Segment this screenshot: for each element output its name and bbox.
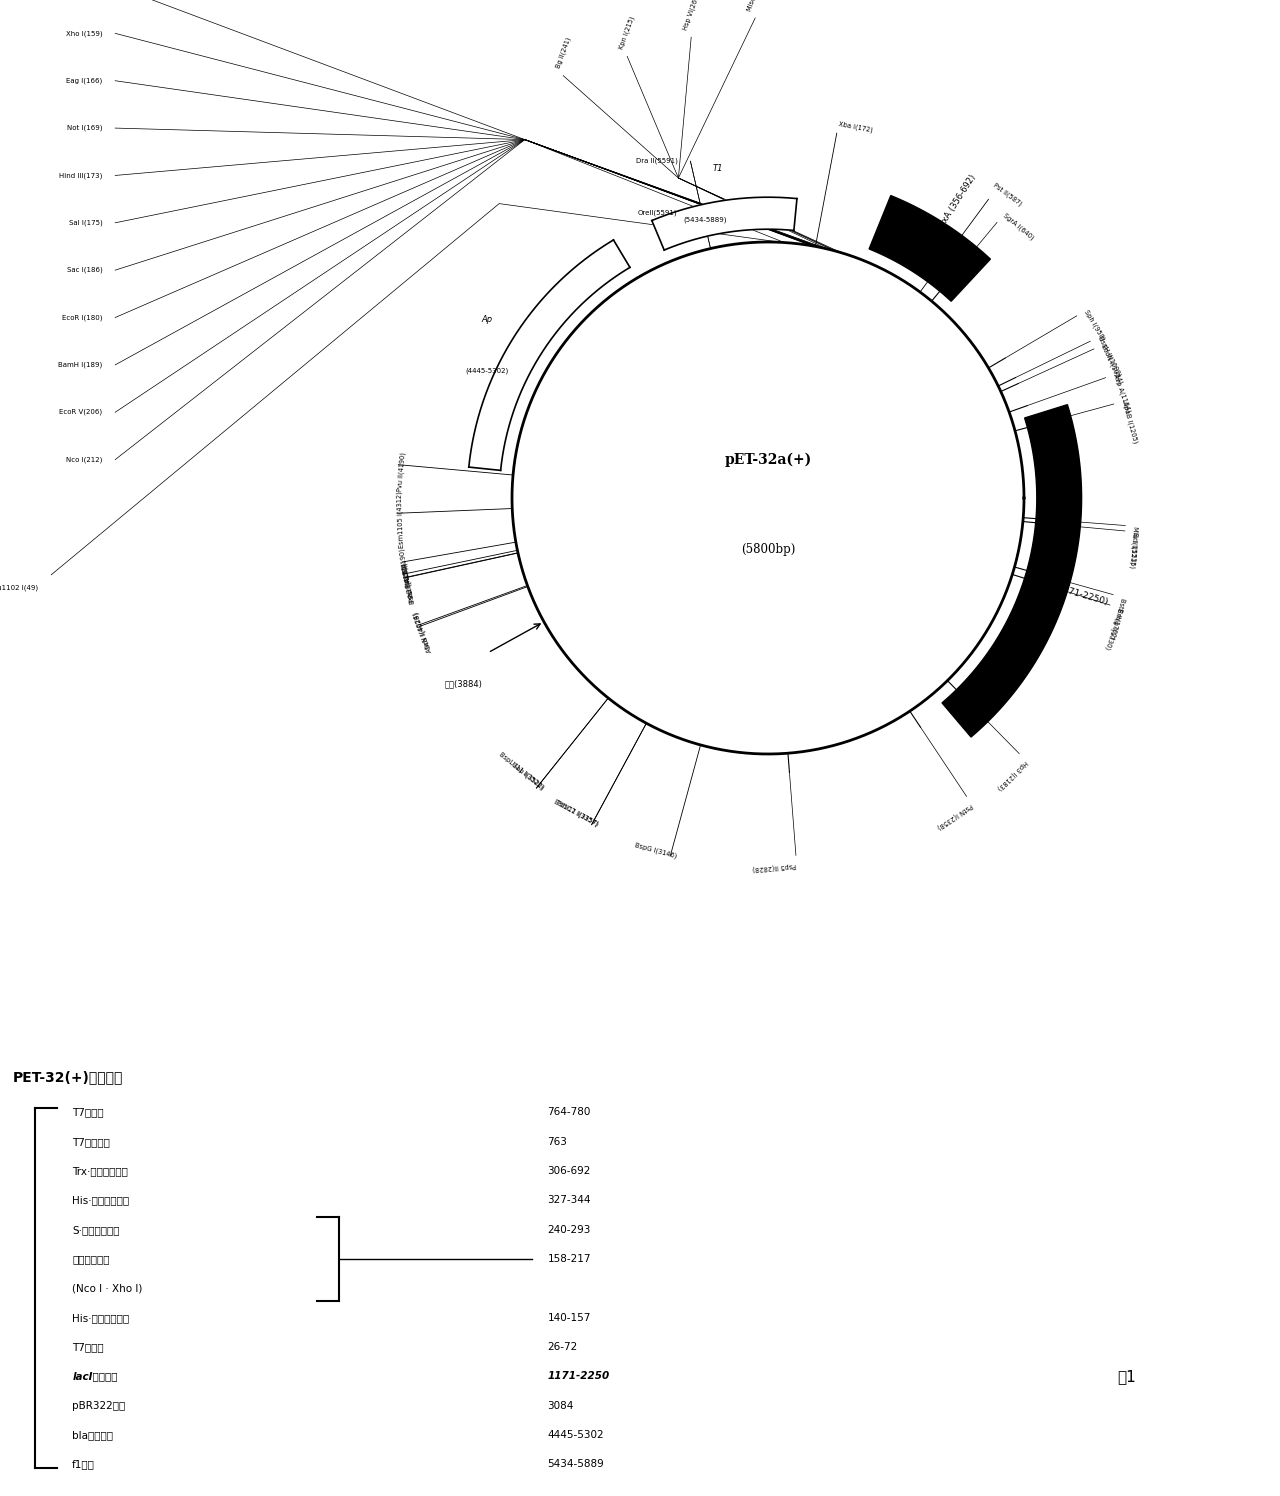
Text: 起点(3884): 起点(3884) bbox=[444, 679, 483, 688]
Text: ApaB I(1205): ApaB I(1205) bbox=[1120, 401, 1138, 444]
Text: bla编码序列: bla编码序列 bbox=[72, 1430, 113, 1441]
Text: Pvu II(4190): Pvu II(4190) bbox=[397, 452, 407, 492]
Text: Eag I(166): Eag I(166) bbox=[67, 78, 102, 84]
Text: EcoR I(180): EcoR I(180) bbox=[61, 314, 102, 320]
Text: Dra II(5591): Dra II(5591) bbox=[636, 159, 677, 165]
Text: Sap I(3522): Sap I(3522) bbox=[511, 761, 545, 790]
Polygon shape bbox=[652, 197, 797, 250]
Text: Esm1105 I(4312): Esm1105 I(4312) bbox=[396, 491, 404, 548]
Text: AlwN I(4024): AlwN I(4024) bbox=[412, 610, 433, 652]
Text: (5800bp): (5800bp) bbox=[741, 543, 795, 555]
Text: Bmig I(1730): Bmig I(1730) bbox=[1103, 607, 1123, 651]
Text: Misc I(251): Misc I(251) bbox=[746, 0, 764, 12]
Text: (4445-5302): (4445-5302) bbox=[466, 367, 509, 374]
Text: 3084: 3084 bbox=[548, 1400, 573, 1411]
Text: 5434-5889: 5434-5889 bbox=[548, 1459, 604, 1469]
Text: Hp3 I(2183): Hp3 I(2183) bbox=[996, 758, 1029, 791]
Text: Sph I(958): Sph I(958) bbox=[1083, 310, 1106, 343]
Text: (5434-5889): (5434-5889) bbox=[684, 217, 727, 223]
Text: 306-692: 306-692 bbox=[548, 1165, 590, 1176]
Polygon shape bbox=[942, 404, 1082, 738]
Text: Not I(169): Not I(169) bbox=[67, 124, 102, 132]
Text: lacI (1171-2250): lacI (1171-2250) bbox=[1034, 577, 1108, 606]
Text: f1起点: f1起点 bbox=[72, 1459, 95, 1469]
Text: 140-157: 140-157 bbox=[548, 1312, 590, 1322]
Text: Avp A(1134): Avp A(1134) bbox=[1112, 373, 1132, 414]
Text: EcoN I(1054): EcoN I(1054) bbox=[1101, 343, 1124, 384]
Text: Mlu I(1521): Mlu I(1521) bbox=[1129, 527, 1139, 564]
Text: Xba I(172): Xba I(172) bbox=[838, 121, 873, 133]
Text: 4445-5302: 4445-5302 bbox=[548, 1430, 604, 1441]
Text: PET-32(+)序列界标: PET-32(+)序列界标 bbox=[13, 1071, 123, 1085]
Text: 多个克隆位点: 多个克隆位点 bbox=[72, 1254, 110, 1264]
Text: Ap: Ap bbox=[481, 314, 493, 323]
Text: Pvu II(4190): Pvu II(4190) bbox=[399, 548, 412, 588]
Text: 240-293: 240-293 bbox=[548, 1225, 590, 1234]
Text: OreII(5591): OreII(5591) bbox=[637, 209, 677, 215]
Text: Bpu1102 I(49): Bpu1102 I(49) bbox=[0, 585, 38, 591]
Text: BspG I(3146): BspG I(3146) bbox=[634, 842, 677, 859]
Text: SgrA I(640): SgrA I(640) bbox=[1001, 212, 1034, 241]
Text: Pst II(587): Pst II(587) bbox=[992, 181, 1024, 206]
Text: T7转录开始: T7转录开始 bbox=[72, 1137, 110, 1147]
Text: BsI1C7 I(3357): BsI1C7 I(3357) bbox=[553, 799, 599, 827]
Text: PstN I(2358): PstN I(2358) bbox=[936, 802, 974, 830]
Polygon shape bbox=[468, 239, 630, 470]
Text: Sac I(186): Sac I(186) bbox=[67, 266, 102, 274]
Text: 764-780: 764-780 bbox=[548, 1107, 590, 1118]
Text: 327-344: 327-344 bbox=[548, 1195, 591, 1206]
Text: BamH I(189): BamH I(189) bbox=[58, 362, 102, 368]
Text: Nco I(212): Nco I(212) bbox=[67, 456, 102, 462]
Text: pBR322起点: pBR322起点 bbox=[72, 1400, 125, 1411]
Text: Trx·标签编码序列: Trx·标签编码序列 bbox=[72, 1165, 128, 1176]
Text: trxA (356-692): trxA (356-692) bbox=[937, 174, 978, 229]
Text: Kpn I(215): Kpn I(215) bbox=[618, 15, 636, 49]
Text: Hind III(173): Hind III(173) bbox=[59, 172, 102, 178]
Text: His·标签编码序列: His·标签编码序列 bbox=[72, 1312, 129, 1322]
Text: BstE II(1702): BstE II(1702) bbox=[1108, 597, 1126, 639]
Text: (Nco I · Xho I): (Nco I · Xho I) bbox=[72, 1284, 142, 1294]
Text: BstG I(4151): BstG I(4151) bbox=[401, 562, 416, 604]
Text: EcoR V(206): EcoR V(206) bbox=[59, 408, 102, 416]
Text: S·标签编码序列: S·标签编码序列 bbox=[72, 1225, 120, 1234]
Text: TthI11 I(3357): TthI11 I(3357) bbox=[556, 799, 599, 827]
Text: Pvu I(4150): Pvu I(4150) bbox=[402, 564, 416, 603]
Text: Hsp VI(269): Hsp VI(269) bbox=[681, 0, 701, 31]
Text: 26-72: 26-72 bbox=[548, 1342, 577, 1352]
Text: His·标签编码序列: His·标签编码序列 bbox=[72, 1195, 129, 1206]
Text: Sca I(4028): Sca I(4028) bbox=[412, 612, 431, 649]
Text: Pst I(4160): Pst I(4160) bbox=[401, 561, 415, 598]
Text: BssH II(1032): BssH II(1032) bbox=[1097, 335, 1121, 378]
Text: pET-32a(+): pET-32a(+) bbox=[724, 452, 812, 467]
Text: 图1: 图1 bbox=[1117, 1369, 1135, 1384]
Text: T7启动子: T7启动子 bbox=[72, 1107, 104, 1118]
Text: T7终止子: T7终止子 bbox=[72, 1342, 104, 1352]
Text: T1: T1 bbox=[713, 165, 723, 174]
Text: BspLU11 I(3522): BspLU11 I(3522) bbox=[498, 751, 545, 790]
Text: Sal I(175): Sal I(175) bbox=[69, 220, 102, 226]
Text: 763: 763 bbox=[548, 1137, 567, 1147]
Text: Psp5 II(2828): Psp5 II(2828) bbox=[753, 862, 797, 872]
Text: Xho I(159): Xho I(159) bbox=[65, 30, 102, 36]
Text: lacI编码序列: lacI编码序列 bbox=[72, 1372, 118, 1381]
Polygon shape bbox=[869, 196, 991, 301]
Text: Bcl I(1535): Bcl I(1535) bbox=[1129, 531, 1138, 568]
Text: 1171-2250: 1171-2250 bbox=[548, 1372, 609, 1381]
Text: 158-217: 158-217 bbox=[548, 1254, 591, 1264]
Text: Bg II(241): Bg II(241) bbox=[554, 36, 572, 69]
